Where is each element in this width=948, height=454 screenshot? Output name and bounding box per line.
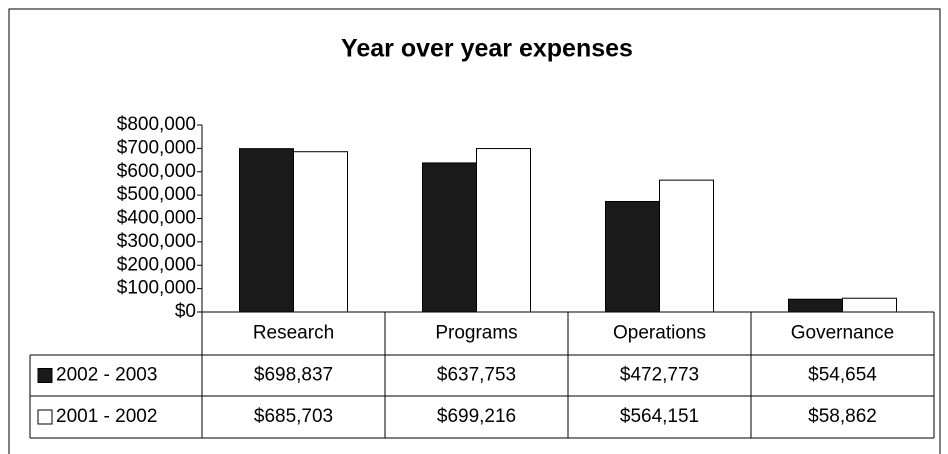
- bar: [788, 298, 843, 313]
- legend-swatch: [37, 368, 53, 383]
- table-cell: $54,654: [808, 365, 877, 386]
- chart-border: [8, 8, 941, 454]
- chart-title: Year over year expenses: [341, 35, 633, 63]
- y-tick-label: $500,000: [117, 184, 196, 205]
- y-tick-label: $300,000: [117, 231, 196, 252]
- x-tick-label: Governance: [791, 323, 895, 344]
- legend-label: 2002 - 2003: [56, 365, 157, 386]
- legend-label: 2001 - 2002: [56, 406, 157, 427]
- table-cell: $699,216: [437, 406, 516, 427]
- x-tick-label: Research: [253, 323, 334, 344]
- bar: [659, 179, 714, 313]
- y-tick-label: $0: [175, 301, 196, 322]
- bar: [842, 297, 897, 313]
- bar: [605, 200, 660, 313]
- y-tick-label: $700,000: [117, 137, 196, 158]
- table-cell: $564,151: [620, 406, 699, 427]
- table-cell: $698,837: [254, 365, 333, 386]
- table-cell: $685,703: [254, 406, 333, 427]
- y-tick-label: $600,000: [117, 161, 196, 182]
- table-cell: $58,862: [808, 406, 877, 427]
- legend-swatch: [37, 409, 53, 425]
- y-tick-label: $100,000: [117, 278, 196, 299]
- bar: [422, 162, 477, 313]
- bar: [239, 148, 294, 313]
- bar: [293, 151, 348, 313]
- bar: [476, 148, 531, 313]
- y-tick-label: $800,000: [117, 114, 196, 135]
- table-cell: $637,753: [437, 365, 516, 386]
- x-tick-label: Operations: [613, 323, 706, 344]
- x-tick-label: Programs: [435, 323, 517, 344]
- y-tick-label: $200,000: [117, 254, 196, 275]
- y-tick-label: $400,000: [117, 208, 196, 229]
- table-cell: $472,773: [620, 365, 699, 386]
